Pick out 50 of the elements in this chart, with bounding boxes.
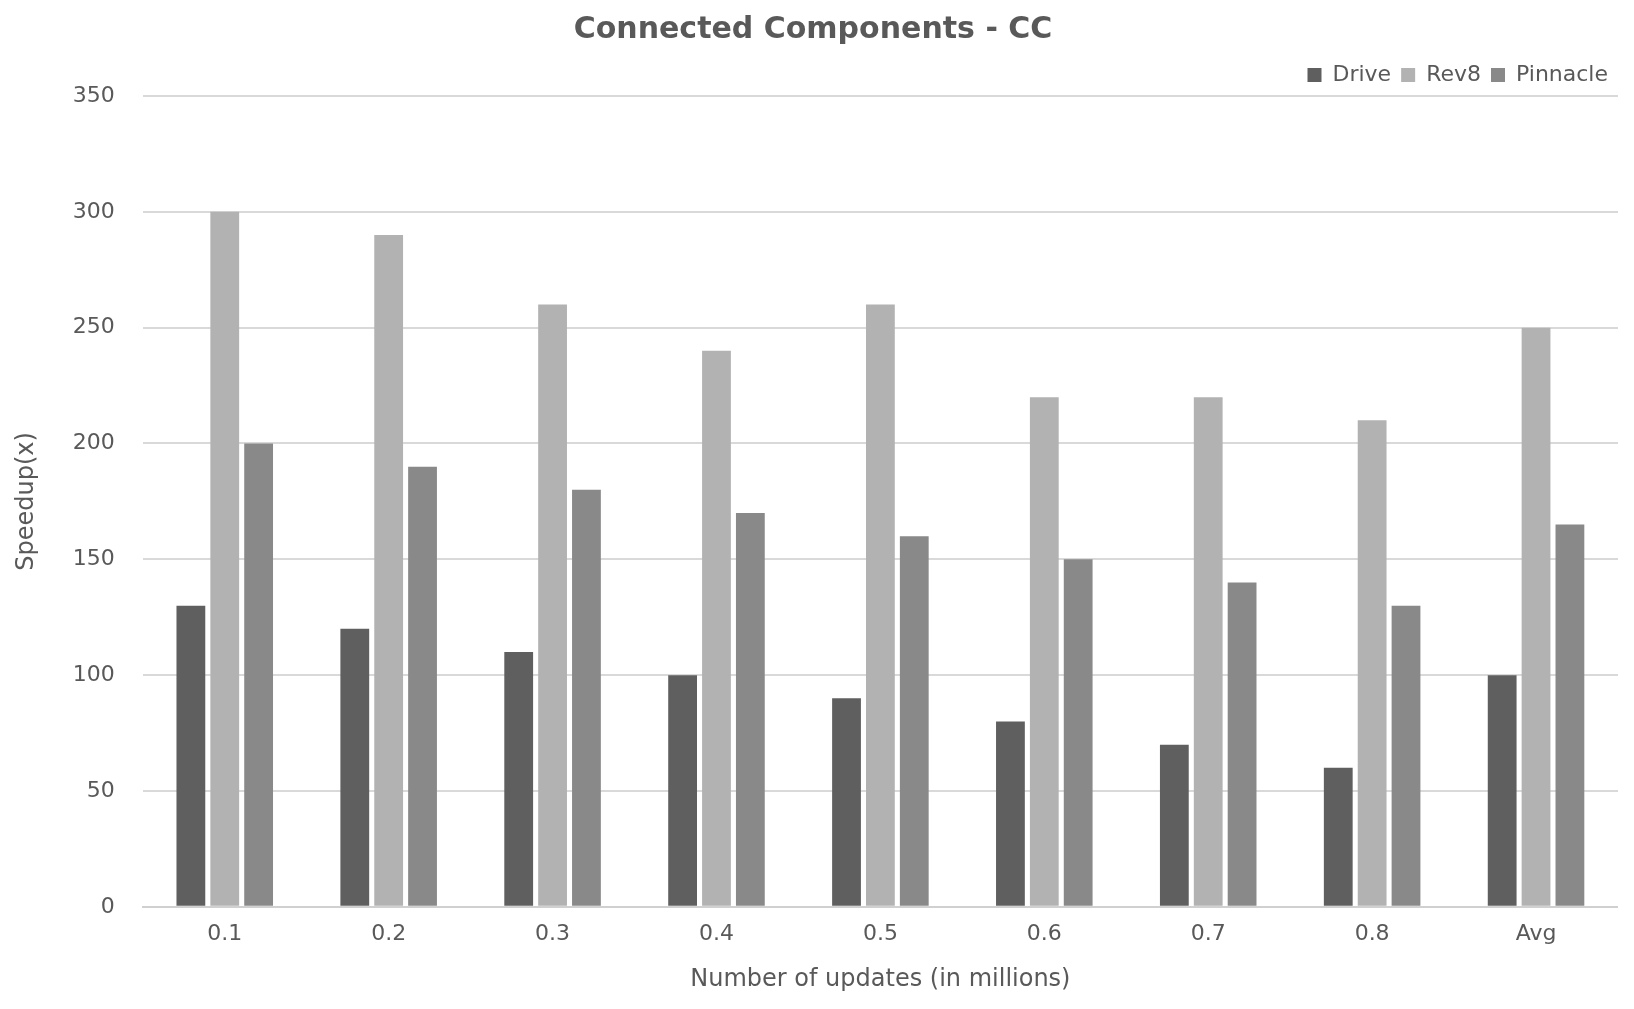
bar — [340, 628, 370, 906]
x-axis-title: Number of updates (in millions) — [690, 963, 1071, 992]
bar — [1521, 327, 1551, 906]
bar — [668, 675, 698, 906]
x-tick-label: Avg — [1515, 919, 1557, 945]
bar — [899, 536, 929, 906]
chart-title: Connected Components - CC — [573, 9, 1053, 45]
bar — [1555, 524, 1585, 906]
legend-label: Drive — [1332, 60, 1392, 86]
bar — [176, 605, 206, 906]
x-tick-label: 0.5 — [862, 919, 898, 945]
bar — [866, 304, 895, 906]
x-tick-label: 0.6 — [1026, 919, 1062, 945]
bar — [1323, 767, 1353, 906]
bar — [1227, 582, 1257, 906]
y-axis-title: Speedup(x) — [10, 432, 39, 571]
bar — [1193, 397, 1223, 906]
bar — [504, 651, 534, 906]
y-tick-label: 300 — [72, 197, 115, 223]
bar — [702, 350, 731, 906]
bar — [832, 698, 861, 906]
legend-label: Pinnacle — [1515, 60, 1609, 86]
x-tick-label: 0.7 — [1190, 919, 1226, 945]
x-tick-label: 0.4 — [698, 919, 734, 945]
y-tick-label: 0 — [100, 892, 115, 918]
y-tick-label: 200 — [72, 429, 115, 455]
bar — [244, 443, 274, 906]
legend-label: Rev8 — [1426, 60, 1481, 86]
bar — [735, 512, 765, 906]
bar — [538, 304, 567, 906]
x-tick-label: 0.1 — [207, 919, 243, 945]
x-tick-label: 0.2 — [371, 919, 407, 945]
x-tick-label: 0.8 — [1354, 919, 1390, 945]
y-tick-label: 50 — [86, 776, 115, 802]
y-tick-label: 100 — [72, 660, 115, 686]
bar — [1159, 744, 1189, 906]
bar — [210, 211, 240, 906]
bar — [996, 721, 1025, 906]
bar — [374, 234, 404, 906]
bar — [1357, 420, 1387, 906]
bar — [572, 489, 601, 906]
bar — [408, 466, 437, 906]
y-tick-label: 250 — [72, 313, 115, 339]
x-tick-label: 0.3 — [535, 919, 571, 945]
bar — [1029, 397, 1059, 906]
bar — [1063, 559, 1093, 906]
bar — [1391, 605, 1421, 906]
y-tick-label: 350 — [72, 81, 115, 107]
bar — [1487, 675, 1517, 906]
y-tick-label: 150 — [72, 545, 115, 571]
